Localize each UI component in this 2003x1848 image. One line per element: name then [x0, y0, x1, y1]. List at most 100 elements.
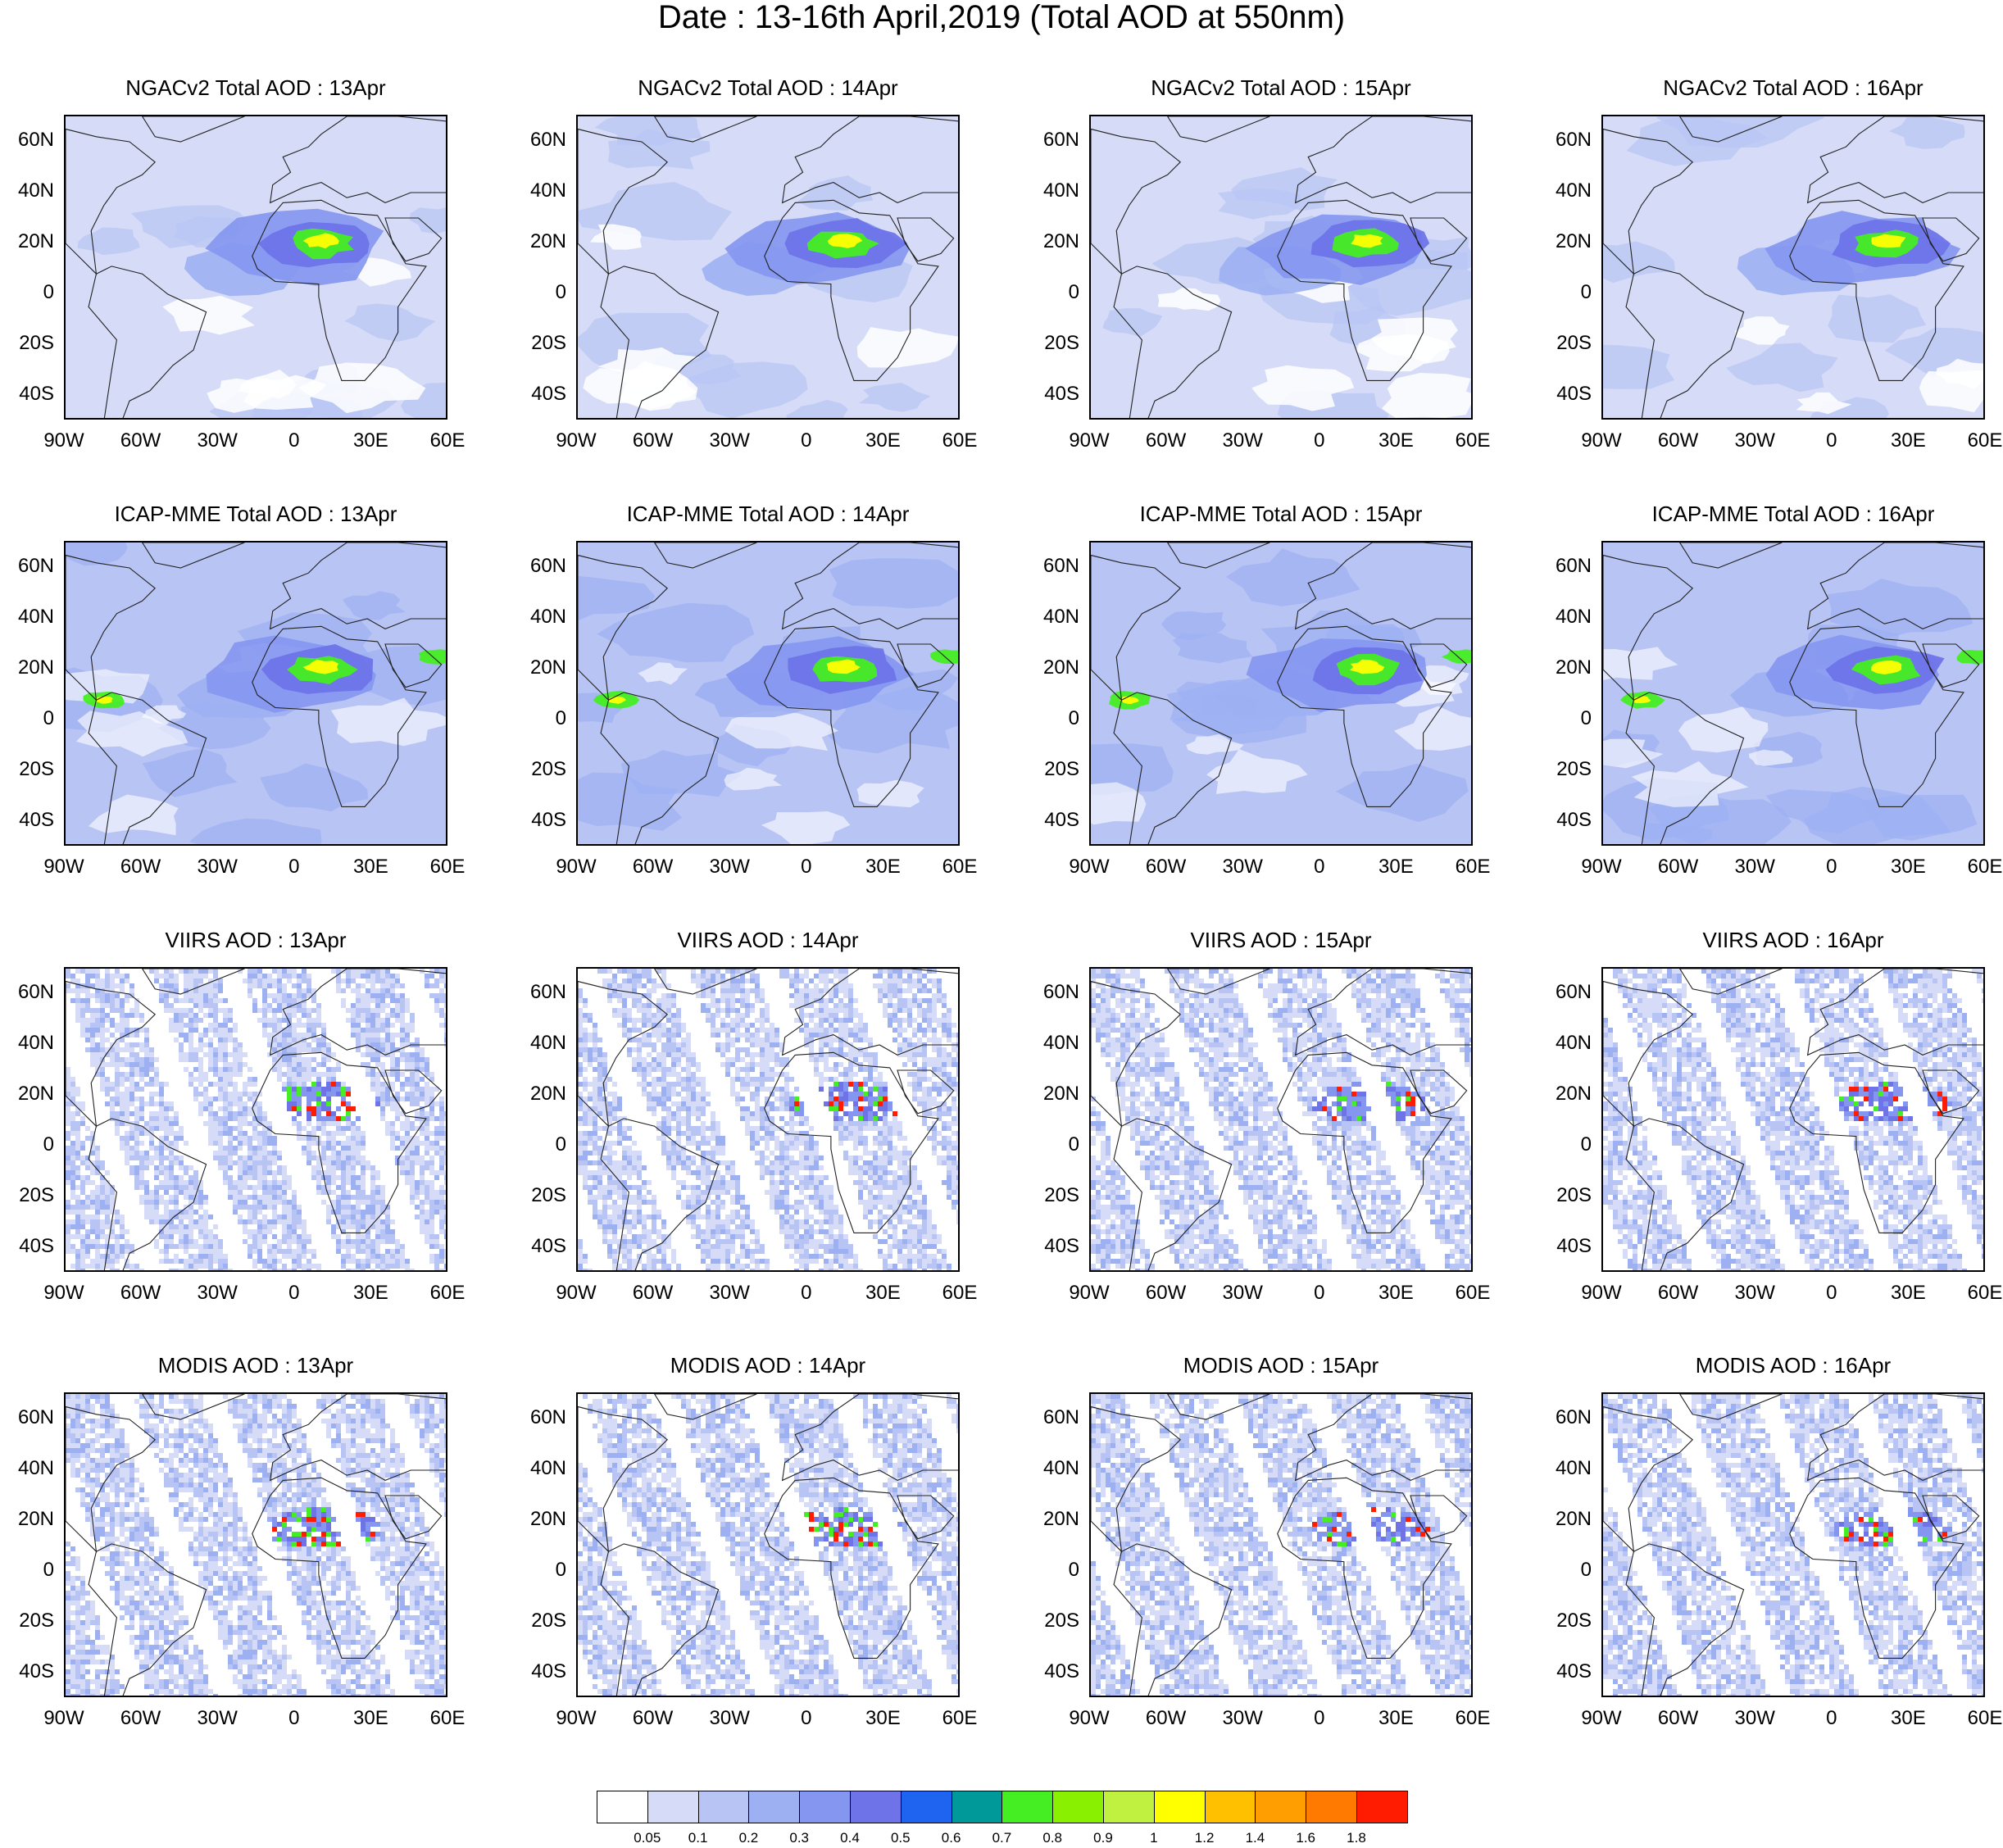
colorbar-label: 0.2 [730, 1830, 766, 1846]
coast-eurasia [781, 116, 958, 204]
lat-tick-label: 40N [1542, 606, 1592, 629]
lon-tick-label: 60E [419, 1282, 476, 1305]
lon-tick-label: 30E [1879, 429, 1937, 452]
lat-tick-label: 20S [5, 758, 54, 781]
coast-north-america [1603, 1405, 1694, 1553]
panel-title: ICAP-MME Total AOD : 15Apr [1089, 502, 1473, 527]
lat-tick-label: 20S [1030, 758, 1079, 781]
lon-tick-label: 30W [188, 1707, 246, 1730]
lon-tick-label: 60E [931, 1707, 988, 1730]
aod-map [576, 1392, 960, 1697]
lon-tick-label: 60W [112, 429, 170, 452]
coast-greenland [141, 543, 245, 569]
lat-tick-label: 20S [1030, 1610, 1079, 1632]
lat-tick-label: 20N [1030, 1508, 1079, 1531]
lat-tick-label: 40S [1542, 383, 1592, 406]
lon-tick-label: 30E [1367, 1707, 1424, 1730]
aod-field [66, 543, 446, 844]
colorbar-swatch [1153, 1791, 1206, 1823]
lat-tick-label: 20S [1542, 758, 1592, 781]
coast-arabia [1922, 217, 1980, 262]
panel-title: VIIRS AOD : 16Apr [1601, 928, 1985, 953]
aod-map [1089, 541, 1473, 846]
lon-tick-label: 90W [547, 1707, 605, 1730]
lat-tick-label: 40S [517, 1235, 566, 1258]
coast-eurasia [1294, 1394, 1471, 1482]
coast-eurasia [269, 1394, 446, 1482]
lon-tick-label: 0 [1291, 1707, 1348, 1730]
panel-title: NGACv2 Total AOD : 15Apr [1089, 75, 1473, 101]
aod-field [578, 543, 958, 844]
lon-tick-label: 0 [1291, 1282, 1348, 1305]
colorbar-label: 0.5 [883, 1830, 919, 1846]
lon-tick-label: 90W [1573, 429, 1630, 452]
lon-tick-label: 30E [342, 1707, 399, 1730]
coast-arabia [1410, 1069, 1468, 1115]
coast-arabia [384, 1069, 443, 1115]
coast-eurasia [269, 116, 446, 204]
lon-tick-label: 60E [1444, 856, 1501, 879]
lat-tick-label: 20S [517, 332, 566, 355]
coast-north-america [66, 554, 157, 702]
lon-tick-label: 90W [1573, 1707, 1630, 1730]
coast-greenland [141, 1394, 245, 1420]
lat-tick-label: 20S [517, 758, 566, 781]
lon-tick-label: 30W [1214, 429, 1271, 452]
coast-north-america [578, 554, 669, 702]
lon-tick-label: 30E [1879, 856, 1937, 879]
colorbar-swatch [1002, 1791, 1054, 1823]
aod-field [1603, 969, 1983, 1270]
coast-africa [1277, 625, 1452, 807]
coast-greenland [141, 969, 245, 995]
lat-tick-label: 20S [5, 332, 54, 355]
colorbar-label: 1 [1136, 1830, 1172, 1846]
lat-tick-label: 60N [1030, 129, 1079, 152]
lon-tick-label: 30W [188, 429, 246, 452]
coast-africa [1789, 1051, 1964, 1233]
aod-field [578, 116, 958, 418]
panel-title: ICAP-MME Total AOD : 16Apr [1601, 502, 1985, 527]
lat-tick-label: 0 [517, 707, 566, 730]
lon-tick-label: 90W [1573, 1282, 1630, 1305]
lon-tick-label: 30E [342, 856, 399, 879]
lon-tick-label: 30E [342, 429, 399, 452]
lon-tick-label: 30E [342, 1282, 399, 1305]
coast-south-america [600, 692, 720, 844]
lat-tick-label: 40S [5, 809, 54, 832]
coast-arabia [1922, 1495, 1980, 1540]
coast-south-america [88, 1118, 207, 1270]
aod-field [1091, 543, 1471, 844]
coast-greenland [1166, 116, 1270, 143]
lat-tick-label: 60N [5, 1406, 54, 1429]
aod-map [1601, 115, 1985, 420]
lat-tick-label: 20N [5, 656, 54, 679]
colorbar-swatch [1052, 1791, 1104, 1823]
colorbar-swatch [1103, 1791, 1155, 1823]
coast-africa [1789, 1477, 1964, 1659]
coast-greenland [1678, 543, 1783, 569]
colorbar-swatch [951, 1791, 1003, 1823]
coast-africa [1277, 199, 1452, 381]
colorbar-label: 0.3 [781, 1830, 817, 1846]
lat-tick-label: 0 [1030, 281, 1079, 304]
colorbar-swatch [850, 1791, 902, 1823]
coast-eurasia [1806, 543, 1983, 630]
coast-africa [764, 625, 939, 807]
lon-tick-label: 30E [1879, 1282, 1937, 1305]
coast-north-america [1091, 554, 1182, 702]
aod-map [64, 115, 447, 420]
lat-tick-label: 0 [1542, 707, 1592, 730]
panel-title: ICAP-MME Total AOD : 14Apr [576, 502, 960, 527]
panel-title: VIIRS AOD : 13Apr [64, 928, 447, 953]
lon-tick-label: 30W [701, 1707, 758, 1730]
lon-tick-label: 30W [1214, 1282, 1271, 1305]
lat-tick-label: 20S [5, 1610, 54, 1632]
lat-tick-label: 40N [517, 179, 566, 202]
lat-tick-label: 60N [517, 1406, 566, 1429]
lon-tick-label: 90W [547, 856, 605, 879]
coast-greenland [653, 1394, 757, 1420]
lat-tick-label: 0 [5, 1133, 54, 1156]
aod-field [1603, 1394, 1983, 1696]
coast-north-america [1603, 980, 1694, 1128]
lat-tick-label: 40S [1030, 1660, 1079, 1683]
